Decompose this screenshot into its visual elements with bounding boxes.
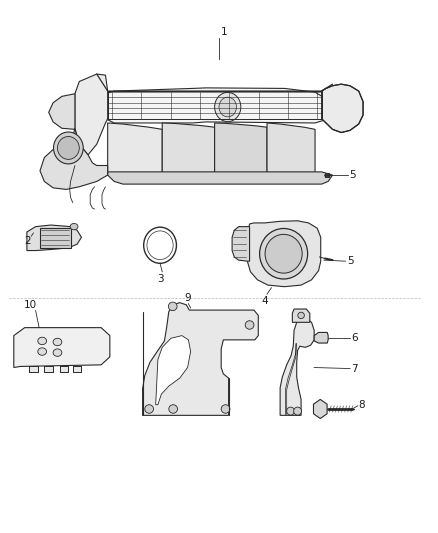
- Ellipse shape: [219, 97, 237, 117]
- Ellipse shape: [38, 348, 46, 356]
- Text: 10: 10: [23, 300, 36, 310]
- Polygon shape: [232, 227, 250, 261]
- Text: 2: 2: [25, 236, 32, 246]
- Ellipse shape: [221, 405, 230, 413]
- Ellipse shape: [245, 321, 254, 329]
- Ellipse shape: [287, 407, 294, 415]
- Text: 6: 6: [351, 333, 358, 343]
- Ellipse shape: [298, 312, 304, 319]
- Polygon shape: [44, 367, 53, 372]
- Polygon shape: [314, 399, 327, 418]
- Ellipse shape: [57, 136, 79, 159]
- Ellipse shape: [38, 337, 46, 345]
- Text: 8: 8: [359, 400, 365, 410]
- Polygon shape: [280, 319, 314, 415]
- Ellipse shape: [53, 349, 62, 357]
- Ellipse shape: [53, 132, 83, 164]
- Polygon shape: [143, 303, 258, 415]
- Ellipse shape: [265, 235, 302, 273]
- Text: 3: 3: [157, 274, 163, 284]
- Ellipse shape: [70, 223, 78, 230]
- Polygon shape: [267, 123, 315, 179]
- Polygon shape: [215, 123, 267, 178]
- Text: 5: 5: [347, 256, 353, 266]
- Polygon shape: [314, 333, 328, 343]
- Text: 5: 5: [349, 170, 356, 180]
- Polygon shape: [97, 88, 324, 123]
- Polygon shape: [321, 84, 363, 133]
- Ellipse shape: [293, 407, 301, 415]
- Polygon shape: [29, 367, 38, 372]
- Ellipse shape: [168, 302, 177, 311]
- Polygon shape: [292, 309, 310, 322]
- Polygon shape: [60, 367, 68, 372]
- Ellipse shape: [215, 92, 241, 122]
- Text: 1: 1: [221, 27, 228, 37]
- Polygon shape: [40, 228, 71, 248]
- Ellipse shape: [53, 338, 62, 346]
- Polygon shape: [108, 172, 332, 184]
- Ellipse shape: [260, 229, 307, 279]
- Polygon shape: [155, 336, 191, 405]
- Polygon shape: [162, 123, 215, 178]
- Text: 4: 4: [261, 296, 268, 306]
- Polygon shape: [14, 328, 110, 368]
- Polygon shape: [286, 344, 297, 414]
- Polygon shape: [27, 225, 81, 251]
- Text: 9: 9: [184, 293, 191, 303]
- Ellipse shape: [145, 405, 153, 413]
- Text: 7: 7: [351, 364, 358, 374]
- Polygon shape: [40, 94, 108, 189]
- Polygon shape: [73, 367, 81, 372]
- Polygon shape: [75, 74, 108, 155]
- Ellipse shape: [169, 405, 177, 413]
- Polygon shape: [247, 221, 321, 287]
- Polygon shape: [108, 123, 162, 179]
